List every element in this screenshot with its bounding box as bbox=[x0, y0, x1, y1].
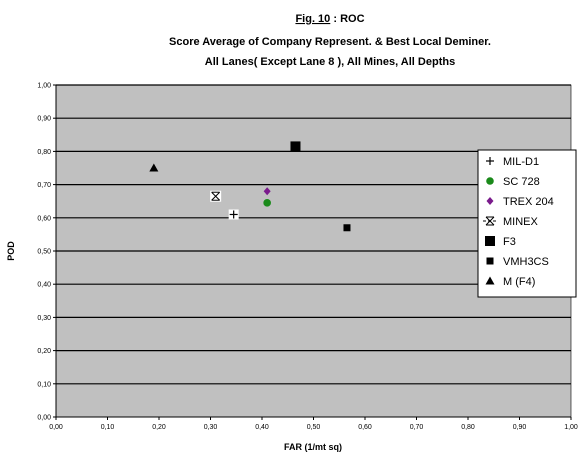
x-tick-label: 0,30 bbox=[204, 424, 218, 431]
legend-marker bbox=[485, 276, 495, 285]
legend-label: SC 728 bbox=[503, 176, 540, 188]
legend-marker bbox=[486, 157, 494, 165]
marker-d2 bbox=[211, 191, 221, 201]
y-tick-label: 0,80 bbox=[37, 149, 51, 156]
chart-subtitle-line-2: All Lanes( Except Lane 8 ), All Mines, A… bbox=[205, 56, 455, 68]
y-tick-label: 0,40 bbox=[37, 282, 51, 289]
legend-item: VMH3CS bbox=[486, 256, 549, 268]
x-axis-title: FAR (1/mt sq) bbox=[284, 442, 342, 452]
data-points bbox=[149, 141, 351, 232]
data-point bbox=[290, 141, 301, 152]
y-tick-label: 0,60 bbox=[37, 215, 51, 222]
marker-square bbox=[485, 236, 495, 246]
y-axis-title: POD bbox=[6, 241, 16, 261]
data-point bbox=[228, 209, 239, 220]
legend-label: MIL-D1 bbox=[503, 156, 539, 168]
x-tick-label: 1,00 bbox=[564, 424, 578, 431]
legend-item: TREX 204 bbox=[486, 196, 554, 208]
legend-label: MINEX bbox=[503, 216, 539, 228]
legend-marker bbox=[485, 216, 495, 226]
marker-square bbox=[343, 224, 351, 232]
y-tick-label: 0,70 bbox=[37, 182, 51, 189]
marker-d2 bbox=[485, 216, 495, 226]
chart-title: Fig. 10 : ROC bbox=[295, 13, 364, 25]
y-tick-label: 1,00 bbox=[37, 83, 51, 90]
x-tick-label: 0,90 bbox=[513, 424, 527, 431]
marker-circle bbox=[263, 199, 271, 207]
chart-title-prefix: Fig. 10 bbox=[295, 13, 330, 25]
x-tick-label: 0,70 bbox=[410, 424, 424, 431]
marker-square bbox=[486, 257, 494, 265]
chart-title-suffix: : ROC bbox=[330, 13, 364, 25]
x-tick-label: 0,50 bbox=[307, 424, 321, 431]
marker-diamond bbox=[486, 197, 494, 205]
legend-marker bbox=[486, 257, 494, 265]
legend-item: SC 728 bbox=[486, 176, 540, 188]
marker-triangle bbox=[485, 276, 495, 285]
data-point bbox=[149, 163, 159, 172]
marker-diamond bbox=[263, 187, 271, 196]
legend-label: M (F4) bbox=[503, 276, 535, 288]
legend-item: MIL-D1 bbox=[486, 156, 539, 168]
data-point bbox=[263, 199, 271, 207]
y-tick-labels: 0,00 0,10 0,20 0,30 0,40 0,50 0,60 0,70 0,80 0,90… bbox=[37, 83, 56, 422]
legend-label: TREX 204 bbox=[503, 196, 554, 208]
legend-marker bbox=[485, 236, 495, 246]
x-tick-label: 0,20 bbox=[152, 424, 166, 431]
legend-item: MINEX bbox=[483, 216, 539, 228]
data-point bbox=[343, 224, 351, 232]
legend-box bbox=[477, 149, 577, 298]
legend-label: VMH3CS bbox=[503, 256, 549, 268]
chart-subtitle-line-1: Score Average of Company Represent. & Be… bbox=[169, 36, 491, 48]
x-tick-label: 0,00 bbox=[49, 424, 63, 431]
legend-marker bbox=[486, 177, 494, 185]
x-tick-label: 0,60 bbox=[358, 424, 372, 431]
y-tick-label: 0,90 bbox=[37, 116, 51, 123]
data-point bbox=[210, 190, 222, 202]
legend: MIL-D1 SC 728 TREX 204 MINEX F3 VMH3CS M (F4) bbox=[477, 149, 577, 298]
y-tick-label: 0,10 bbox=[37, 381, 51, 388]
legend-item: M (F4) bbox=[485, 276, 535, 288]
y-tick-label: 0,00 bbox=[37, 415, 51, 422]
legend-marker bbox=[486, 197, 494, 205]
x-tick-labels: 0,00 0,10 0,20 0,30 0,40 0,50 0,60 0,70 0,80 0,90… bbox=[49, 417, 578, 431]
marker-square bbox=[290, 141, 301, 152]
y-tick-label: 0,50 bbox=[37, 249, 51, 256]
y-tick-label: 0,30 bbox=[37, 315, 51, 322]
x-tick-label: 0,40 bbox=[255, 424, 269, 431]
marker-triangle bbox=[149, 163, 159, 172]
legend-item: F3 bbox=[485, 236, 516, 248]
data-point bbox=[263, 187, 271, 196]
x-tick-label: 0,80 bbox=[461, 424, 475, 431]
marker-circle bbox=[486, 177, 494, 185]
legend-label: F3 bbox=[503, 236, 516, 248]
y-tick-label: 0,20 bbox=[37, 348, 51, 355]
x-tick-label: 0,10 bbox=[101, 424, 115, 431]
